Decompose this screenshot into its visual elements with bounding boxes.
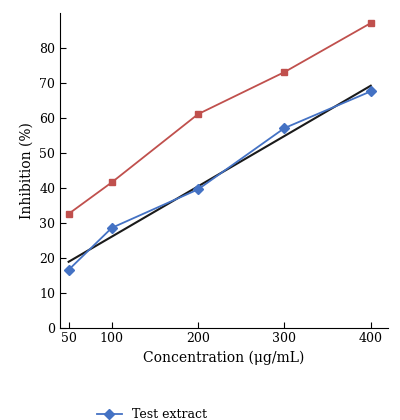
Y-axis label: Inhibition (%): Inhibition (%) <box>20 122 34 218</box>
Legend: Test extract: Test extract <box>92 403 212 420</box>
X-axis label: Concentration (μg/mL): Concentration (μg/mL) <box>143 351 305 365</box>
